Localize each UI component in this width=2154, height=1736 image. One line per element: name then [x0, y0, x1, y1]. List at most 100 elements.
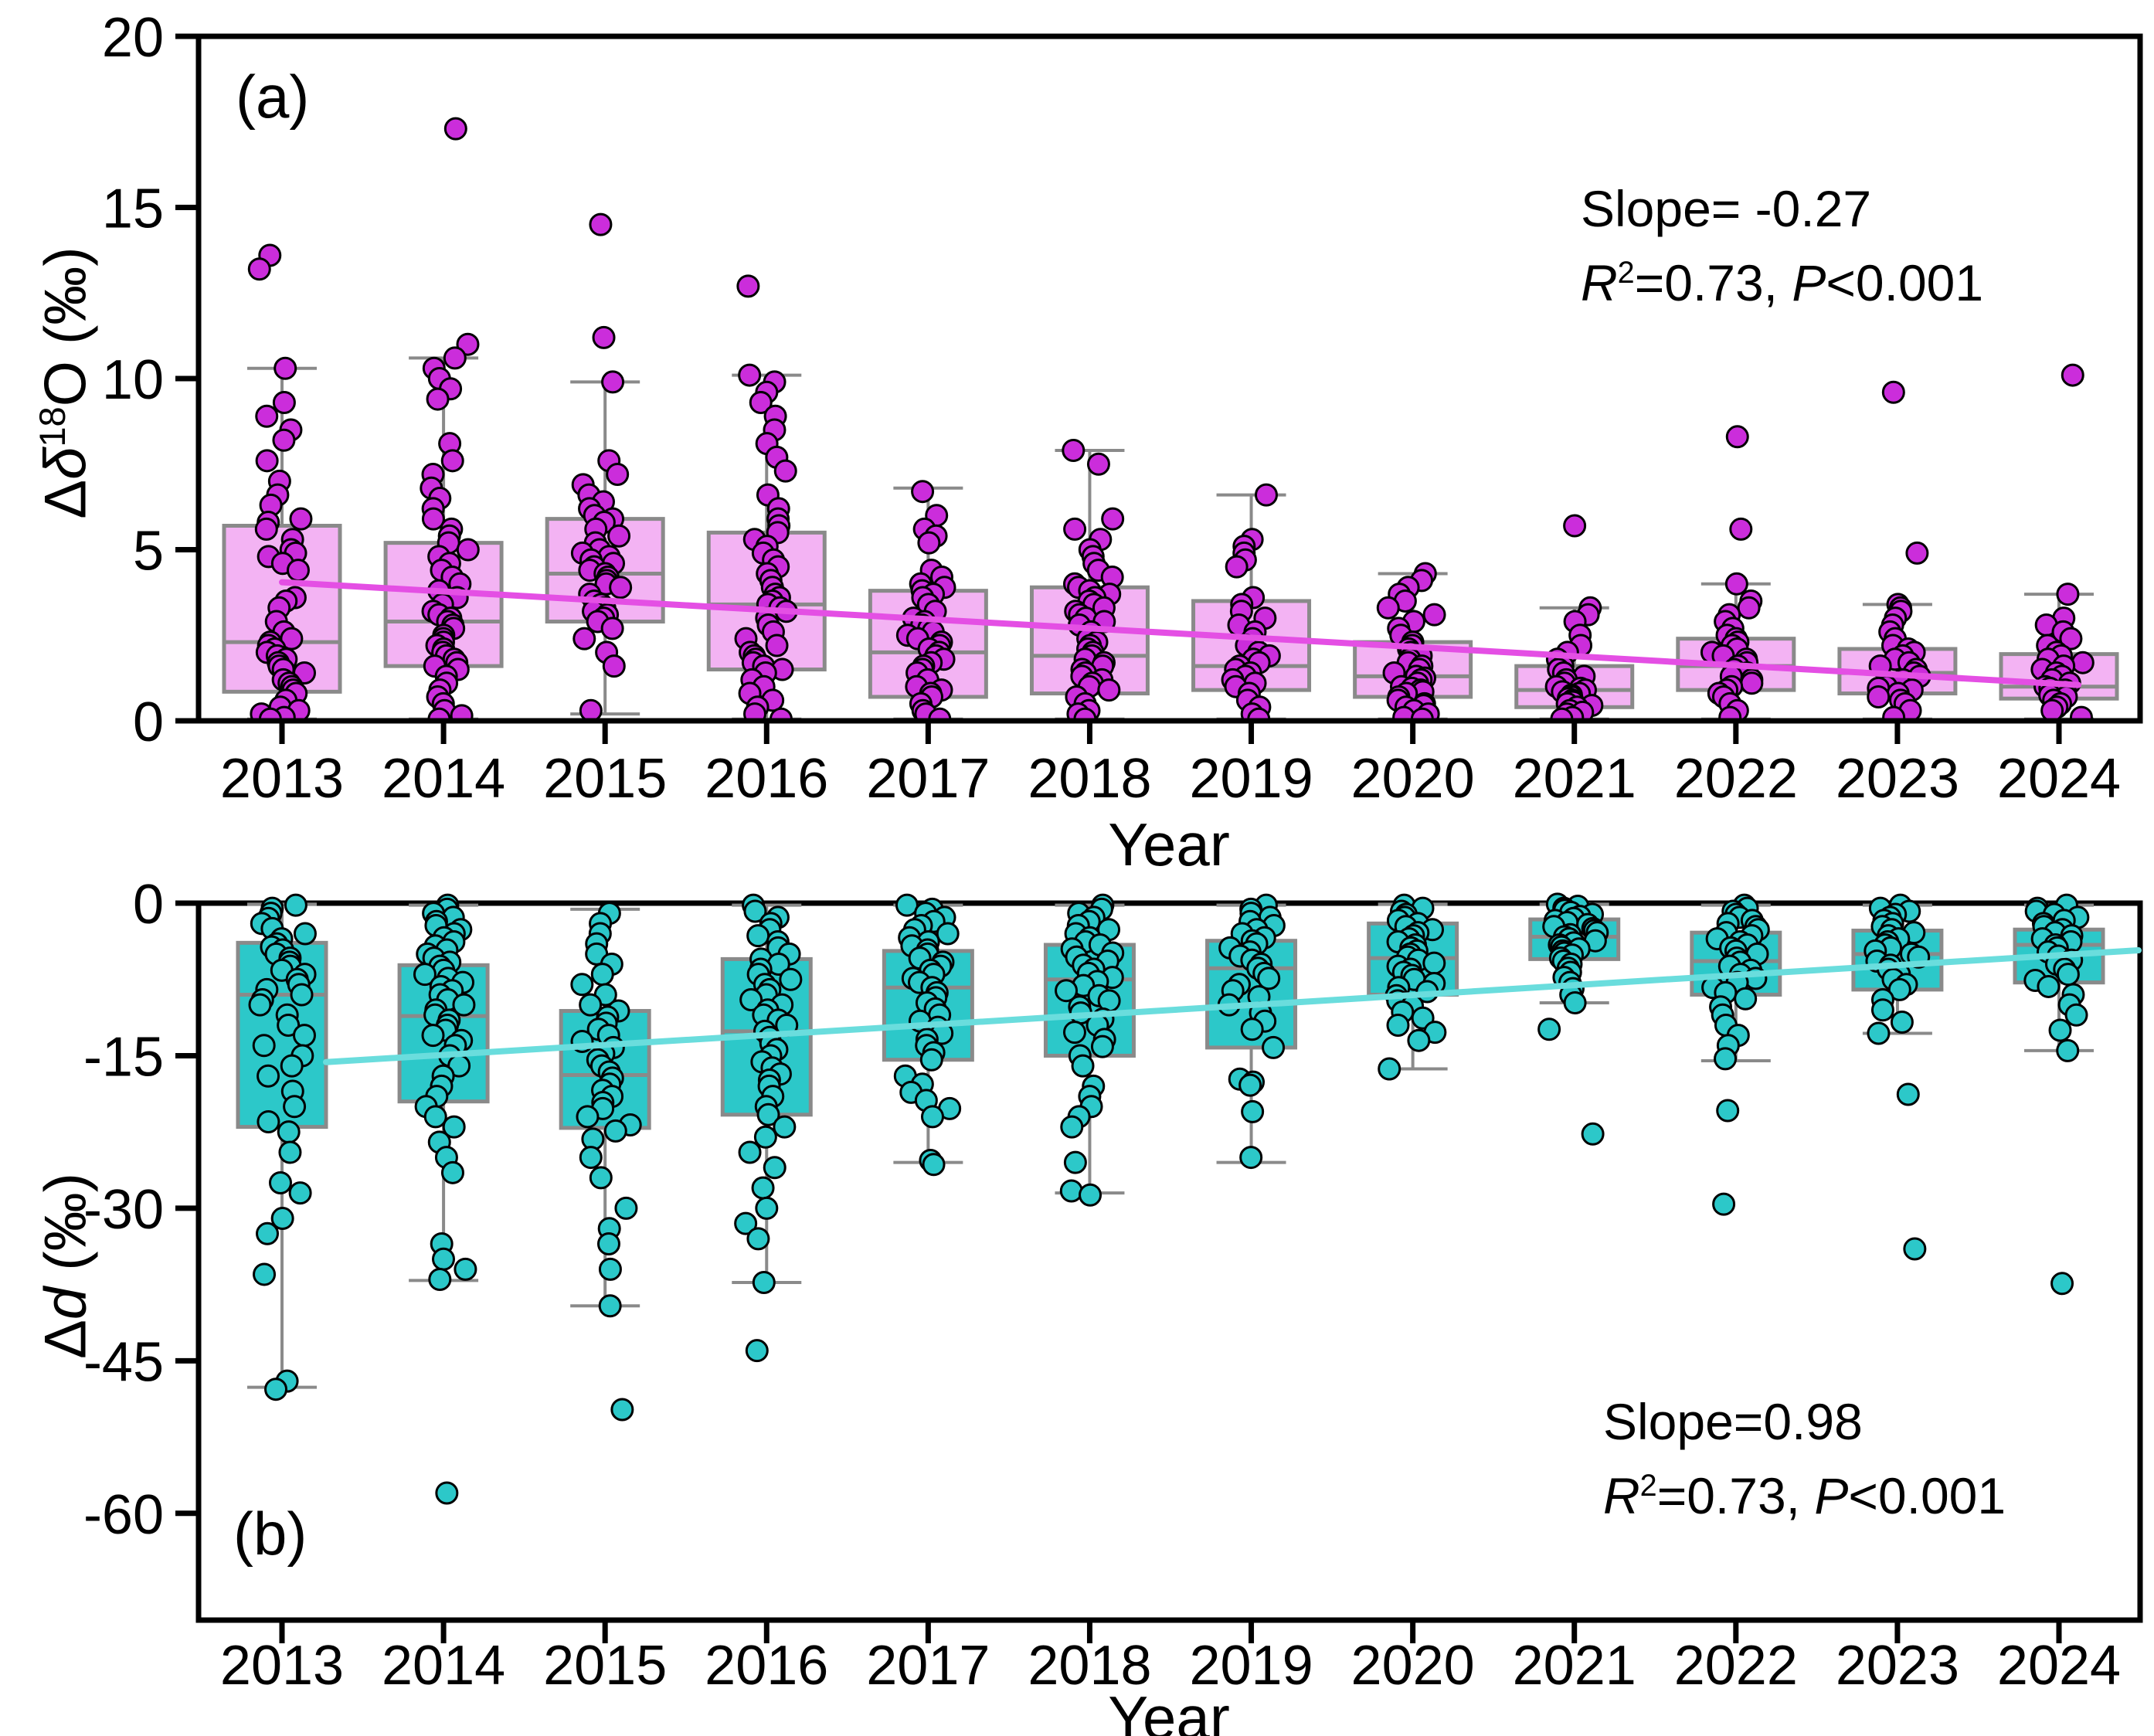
data-point [746, 1227, 770, 1251]
data-point [1071, 1054, 1095, 1078]
data-point [610, 1398, 634, 1422]
data-point [1101, 507, 1125, 531]
data-point [773, 1115, 797, 1139]
data-point [1740, 671, 1764, 695]
data-point [254, 517, 278, 541]
data-point [1386, 1013, 1410, 1037]
y-tick-label: -30 [83, 1179, 164, 1241]
data-point [1063, 517, 1087, 541]
data-point [423, 1105, 447, 1129]
data-point [1870, 998, 1894, 1022]
data-point [273, 356, 297, 380]
data-point [248, 993, 272, 1017]
x-tick-label: 2018 [1028, 748, 1151, 810]
data-point [1887, 977, 1911, 1001]
x-tick-label: 2015 [543, 1635, 667, 1697]
data-point [779, 967, 803, 991]
data-point [753, 1125, 777, 1149]
x-tick-label: 2019 [1189, 1635, 1313, 1697]
data-point [1239, 1146, 1263, 1170]
x-tick-label: 2024 [1997, 1635, 2121, 1697]
panel-a-x-axis-title: Year [1108, 810, 1230, 878]
data-point [1903, 1237, 1927, 1261]
data-point [440, 449, 464, 473]
data-point [277, 1013, 301, 1037]
data-point [454, 1257, 477, 1281]
boxplots [236, 902, 2105, 1389]
data-point [579, 1146, 603, 1170]
data-point [272, 391, 296, 415]
data-point [751, 1176, 775, 1200]
x-tick-label: 2022 [1674, 1635, 1798, 1697]
panel-b-y-axis-label: Δd (‰) [32, 1173, 99, 1359]
data-point [264, 1378, 288, 1401]
data-point [2037, 974, 2061, 998]
data-point [576, 1105, 600, 1129]
panel-b-r2-text: R2=0.73, P<0.001 [1603, 1467, 2006, 1525]
data-point [2040, 698, 2064, 722]
data-point [413, 963, 437, 987]
data-point [443, 117, 467, 141]
data-point [1890, 1011, 1914, 1034]
data-point [283, 1095, 307, 1119]
data-point [1241, 1099, 1265, 1123]
trend-line [323, 947, 2142, 1065]
trend-line [279, 579, 2081, 688]
panel-a-label: (a) [236, 63, 310, 131]
x-tick-label: 2016 [705, 748, 828, 810]
data-point [435, 1481, 459, 1505]
data-point [286, 559, 310, 583]
data-point [277, 1120, 301, 1144]
data-point [603, 1119, 627, 1143]
data-point [745, 1339, 769, 1363]
x-tick-label: 2013 [220, 1635, 344, 1697]
data-point [252, 1034, 276, 1058]
data-point [598, 1257, 622, 1281]
data-point [752, 1270, 776, 1294]
data-point [255, 449, 279, 473]
data-point [911, 480, 935, 504]
boxplots [222, 356, 2119, 721]
data-point [592, 325, 616, 349]
data-point [1225, 555, 1249, 579]
data-point [442, 1115, 466, 1139]
y-tick-label: 5 [133, 521, 164, 583]
x-tick-label: 2023 [1836, 748, 1959, 810]
data-point [590, 963, 614, 987]
y-tick-label: 0 [133, 874, 164, 936]
data-point [284, 893, 307, 917]
data-point [1729, 517, 1753, 541]
data-point [293, 922, 317, 946]
x-tick-label: 2020 [1351, 748, 1475, 810]
data-point [1060, 1115, 1084, 1139]
data-point [426, 387, 450, 411]
data-point [256, 1221, 280, 1245]
panel-b-label: (b) [233, 1500, 307, 1568]
data-point [1086, 452, 1110, 476]
data-point [738, 363, 762, 387]
x-tick-label: 2018 [1028, 1635, 1151, 1697]
y-axis: 0 5 10 15 20 [102, 7, 199, 753]
data-point [268, 1170, 292, 1194]
data-point [257, 1064, 280, 1088]
data-point [1725, 425, 1749, 449]
data-point [421, 507, 445, 531]
panel-a-y-axis-label: Δδ18O (‰) [32, 246, 99, 519]
x-tick-label: 2021 [1513, 748, 1636, 810]
data-point [589, 1166, 613, 1190]
y-tick-label: -60 [83, 1484, 164, 1546]
data-point [1905, 541, 1929, 565]
panel-a-slope-text: Slope= -0.27 [1581, 180, 1872, 237]
data-point [1376, 596, 1400, 620]
data-point [1867, 1021, 1891, 1045]
data-point [1378, 1057, 1401, 1081]
data-point [1734, 987, 1758, 1011]
data-point [2064, 1003, 2088, 1027]
data-point [598, 1294, 622, 1318]
y-axis: 0 -15 -30 -45 -60 [83, 874, 199, 1546]
data-point [1737, 596, 1761, 620]
x-tick-label: 2013 [220, 748, 344, 810]
data-point [570, 973, 594, 997]
data-point [280, 1054, 304, 1078]
